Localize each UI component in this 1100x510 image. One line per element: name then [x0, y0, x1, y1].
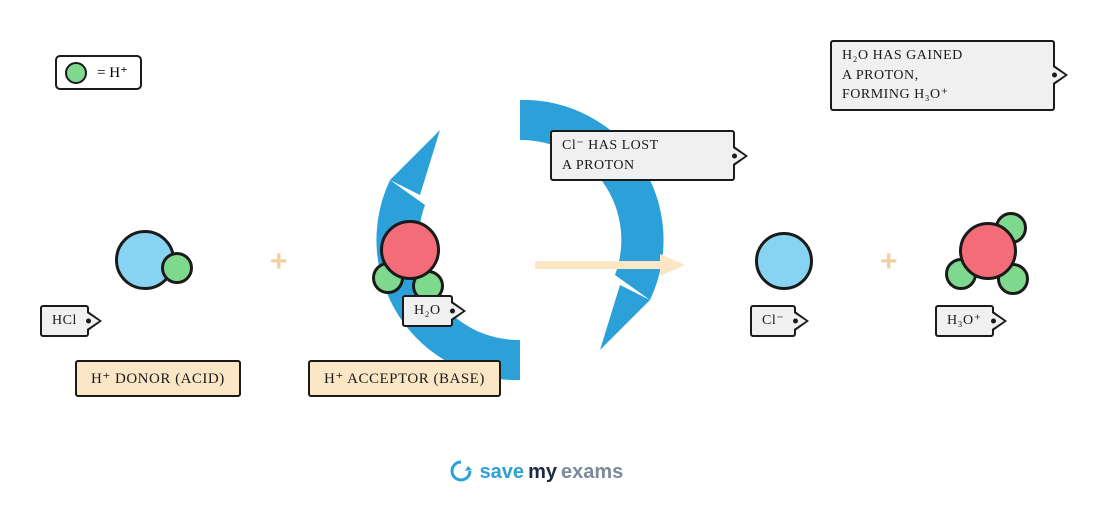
plus-products: + [880, 245, 898, 279]
watermark: savemyexams [450, 460, 623, 484]
tag-h2o: H₂O [402, 295, 453, 327]
plus-reactants: + [270, 245, 288, 279]
role-hcl-text: H⁺ DONOR (ACID) [91, 371, 225, 387]
atom-oxygen [380, 220, 440, 280]
tag-h3o: H₃O⁺ [935, 305, 994, 337]
atom-proton [161, 252, 193, 284]
legend-label: = H⁺ [97, 65, 128, 81]
tag-cl-text: Cl⁻ [762, 313, 784, 328]
watermark-icon [450, 460, 472, 482]
annotation-cl-lost-text: Cl⁻ HAS LOST A PROTON [562, 138, 659, 173]
watermark-save: save [480, 461, 525, 483]
watermark-my: my [528, 461, 557, 483]
annotation-cl-lost: Cl⁻ HAS LOST A PROTON [550, 130, 735, 181]
atom-oxygen-product [959, 222, 1017, 280]
reaction-arrow [530, 250, 690, 280]
role-hcl: H⁺ DONOR (ACID) [75, 360, 241, 397]
tag-hcl: HCl [40, 305, 89, 337]
annotation-h2o-gained-text: H₂O HAS GAINED A PROTON, FORMING H₃O⁺ [842, 48, 963, 102]
tag-h2o-text: H₂O [414, 303, 441, 318]
legend-proton [65, 62, 87, 84]
legend-box: = H⁺ [55, 55, 142, 90]
atom-chlorine-product [755, 232, 813, 290]
swirl-arrows [320, 60, 720, 400]
annotation-h2o-gained: H₂O HAS GAINED A PROTON, FORMING H₃O⁺ [830, 40, 1055, 111]
role-h2o-text: H⁺ ACCEPTOR (BASE) [324, 371, 485, 387]
tag-cl: Cl⁻ [750, 305, 796, 337]
tag-h3o-text: H₃O⁺ [947, 313, 982, 328]
watermark-exams: exams [561, 461, 623, 483]
tag-hcl-text: HCl [52, 313, 77, 328]
role-h2o: H⁺ ACCEPTOR (BASE) [308, 360, 501, 397]
